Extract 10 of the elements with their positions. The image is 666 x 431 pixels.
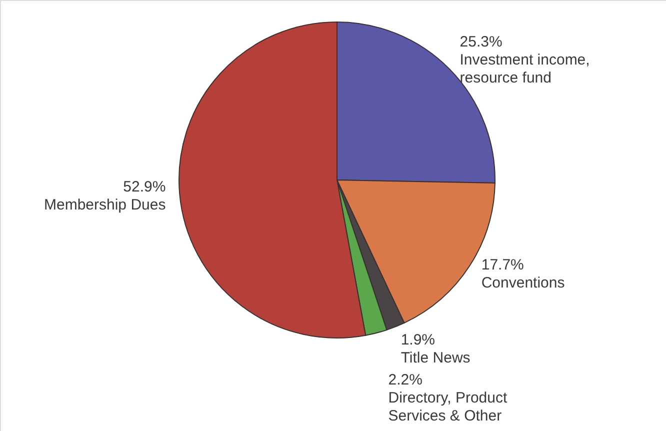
data-label: 1.9% xyxy=(400,332,436,349)
data-label: 2.2% xyxy=(388,372,422,389)
slice-label: Membership Dues xyxy=(44,196,166,214)
slice-label: Title News xyxy=(400,350,470,367)
slice-label: Conventions xyxy=(481,274,565,292)
data-label: 25.3% xyxy=(460,34,502,51)
data-label: 17.7% xyxy=(481,256,524,274)
slice-label: Investment income, resource fund xyxy=(460,52,590,87)
data-label: 52.9% xyxy=(123,178,166,196)
slice-label: Directory, Product Services & Other xyxy=(388,390,508,425)
